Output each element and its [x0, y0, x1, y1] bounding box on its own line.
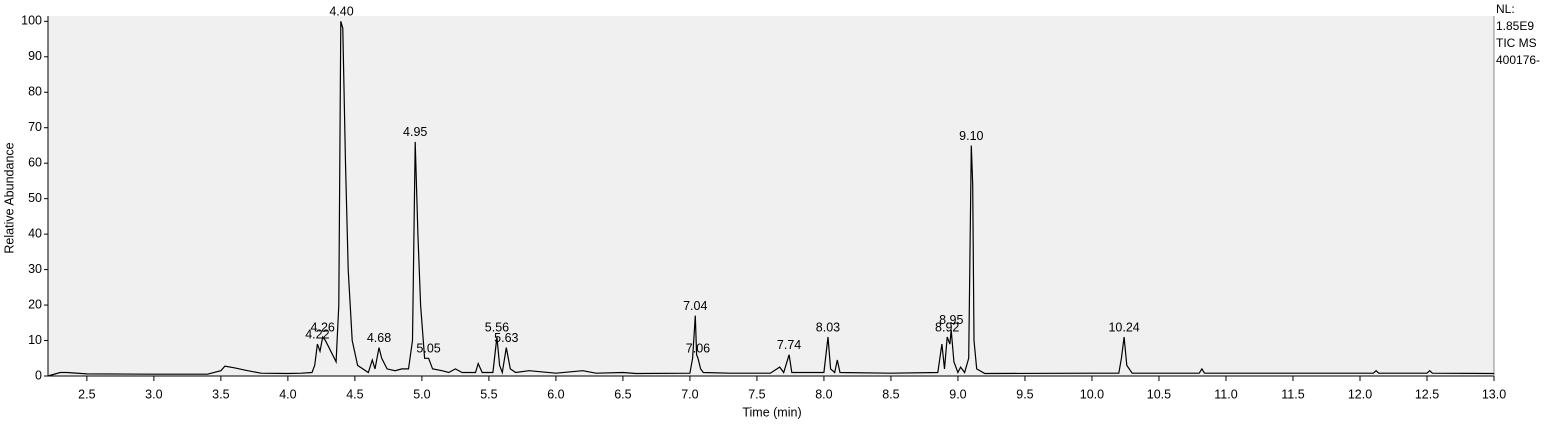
peak-label: 4.68	[367, 331, 391, 345]
x-tick-label: 2.5	[78, 387, 95, 401]
y-tick-label: 40	[28, 226, 42, 240]
x-tick-label: 7.0	[681, 387, 698, 401]
x-tick-label: 9.0	[949, 387, 966, 401]
peak-label: 4.95	[403, 125, 427, 139]
y-tick-label: 70	[28, 120, 42, 134]
x-tick-label: 8.0	[815, 387, 832, 401]
peak-label: 8.95	[939, 313, 963, 327]
peak-label: 4.22	[305, 327, 329, 341]
y-axis-label: Relative Abundance	[2, 142, 16, 253]
side-label: TIC MS	[1496, 36, 1537, 50]
x-tick-label: 13.0	[1482, 387, 1506, 401]
peak-label: 5.05	[416, 342, 440, 356]
y-tick-label: 100	[21, 14, 42, 28]
x-tick-label: 3.0	[145, 387, 162, 401]
x-tick-label: 7.5	[748, 387, 765, 401]
peak-label: 9.10	[959, 129, 983, 143]
y-tick-label: 50	[28, 191, 42, 205]
peak-label: 10.24	[1108, 320, 1139, 334]
peak-label: 7.06	[686, 342, 710, 356]
x-tick-label: 6.0	[547, 387, 564, 401]
x-tick-label: 4.5	[346, 387, 363, 401]
x-tick-label: 8.5	[882, 387, 899, 401]
x-tick-label: 5.0	[413, 387, 430, 401]
x-tick-label: 12.5	[1415, 387, 1439, 401]
x-tick-label: 5.5	[480, 387, 497, 401]
y-tick-label: 30	[28, 262, 42, 276]
x-tick-label: 10.5	[1147, 387, 1171, 401]
peak-label: 4.40	[329, 5, 353, 19]
y-tick-label: 0	[35, 368, 42, 382]
trace	[47, 21, 1495, 377]
peak-label: 4.26	[311, 320, 335, 334]
x-tick-label: 6.5	[614, 387, 631, 401]
x-tick-label: 3.5	[212, 387, 229, 401]
y-tick-label: 10	[28, 333, 42, 347]
x-tick-label: 11.0	[1214, 387, 1237, 401]
x-tick-label: 4.0	[279, 387, 296, 401]
y-tick-label: 20	[28, 297, 42, 311]
x-axis-label: Time (min)	[742, 405, 801, 419]
y-tick-label: 90	[28, 49, 42, 63]
x-tick-label: 9.5	[1016, 387, 1033, 401]
plot-area	[48, 16, 1494, 376]
peak-label: 5.63	[494, 331, 518, 345]
side-label: 400176-	[1496, 53, 1540, 67]
x-tick-label: 11.5	[1281, 387, 1304, 401]
peak-label: 7.04	[683, 299, 707, 313]
side-label: NL:	[1496, 2, 1515, 16]
peak-label: 7.74	[777, 338, 801, 352]
y-tick-label: 60	[28, 155, 42, 169]
side-label: 1.85E9	[1496, 19, 1534, 33]
peak-label: 8.92	[935, 320, 959, 334]
x-tick-label: 10.0	[1080, 387, 1104, 401]
peak-label: 5.56	[485, 320, 509, 334]
x-tick-label: 12.0	[1348, 387, 1372, 401]
peak-label: 8.03	[816, 320, 840, 334]
y-tick-label: 80	[28, 85, 42, 99]
